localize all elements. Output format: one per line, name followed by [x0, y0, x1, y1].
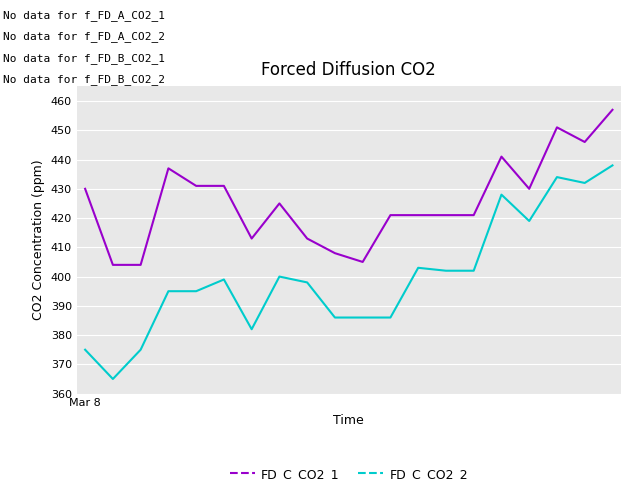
Title: Forced Diffusion CO2: Forced Diffusion CO2: [261, 61, 436, 79]
Text: No data for f_FD_A_CO2_1: No data for f_FD_A_CO2_1: [3, 10, 165, 21]
Text: No data for f_FD_B_CO2_2: No data for f_FD_B_CO2_2: [3, 74, 165, 85]
Text: No data for f_FD_A_CO2_2: No data for f_FD_A_CO2_2: [3, 31, 165, 42]
Y-axis label: CO2 Concentration (ppm): CO2 Concentration (ppm): [32, 160, 45, 320]
X-axis label: Time: Time: [333, 414, 364, 427]
Legend: FD_C_CO2_1, FD_C_CO2_2: FD_C_CO2_1, FD_C_CO2_2: [225, 463, 473, 480]
Text: No data for f_FD_B_CO2_1: No data for f_FD_B_CO2_1: [3, 53, 165, 64]
